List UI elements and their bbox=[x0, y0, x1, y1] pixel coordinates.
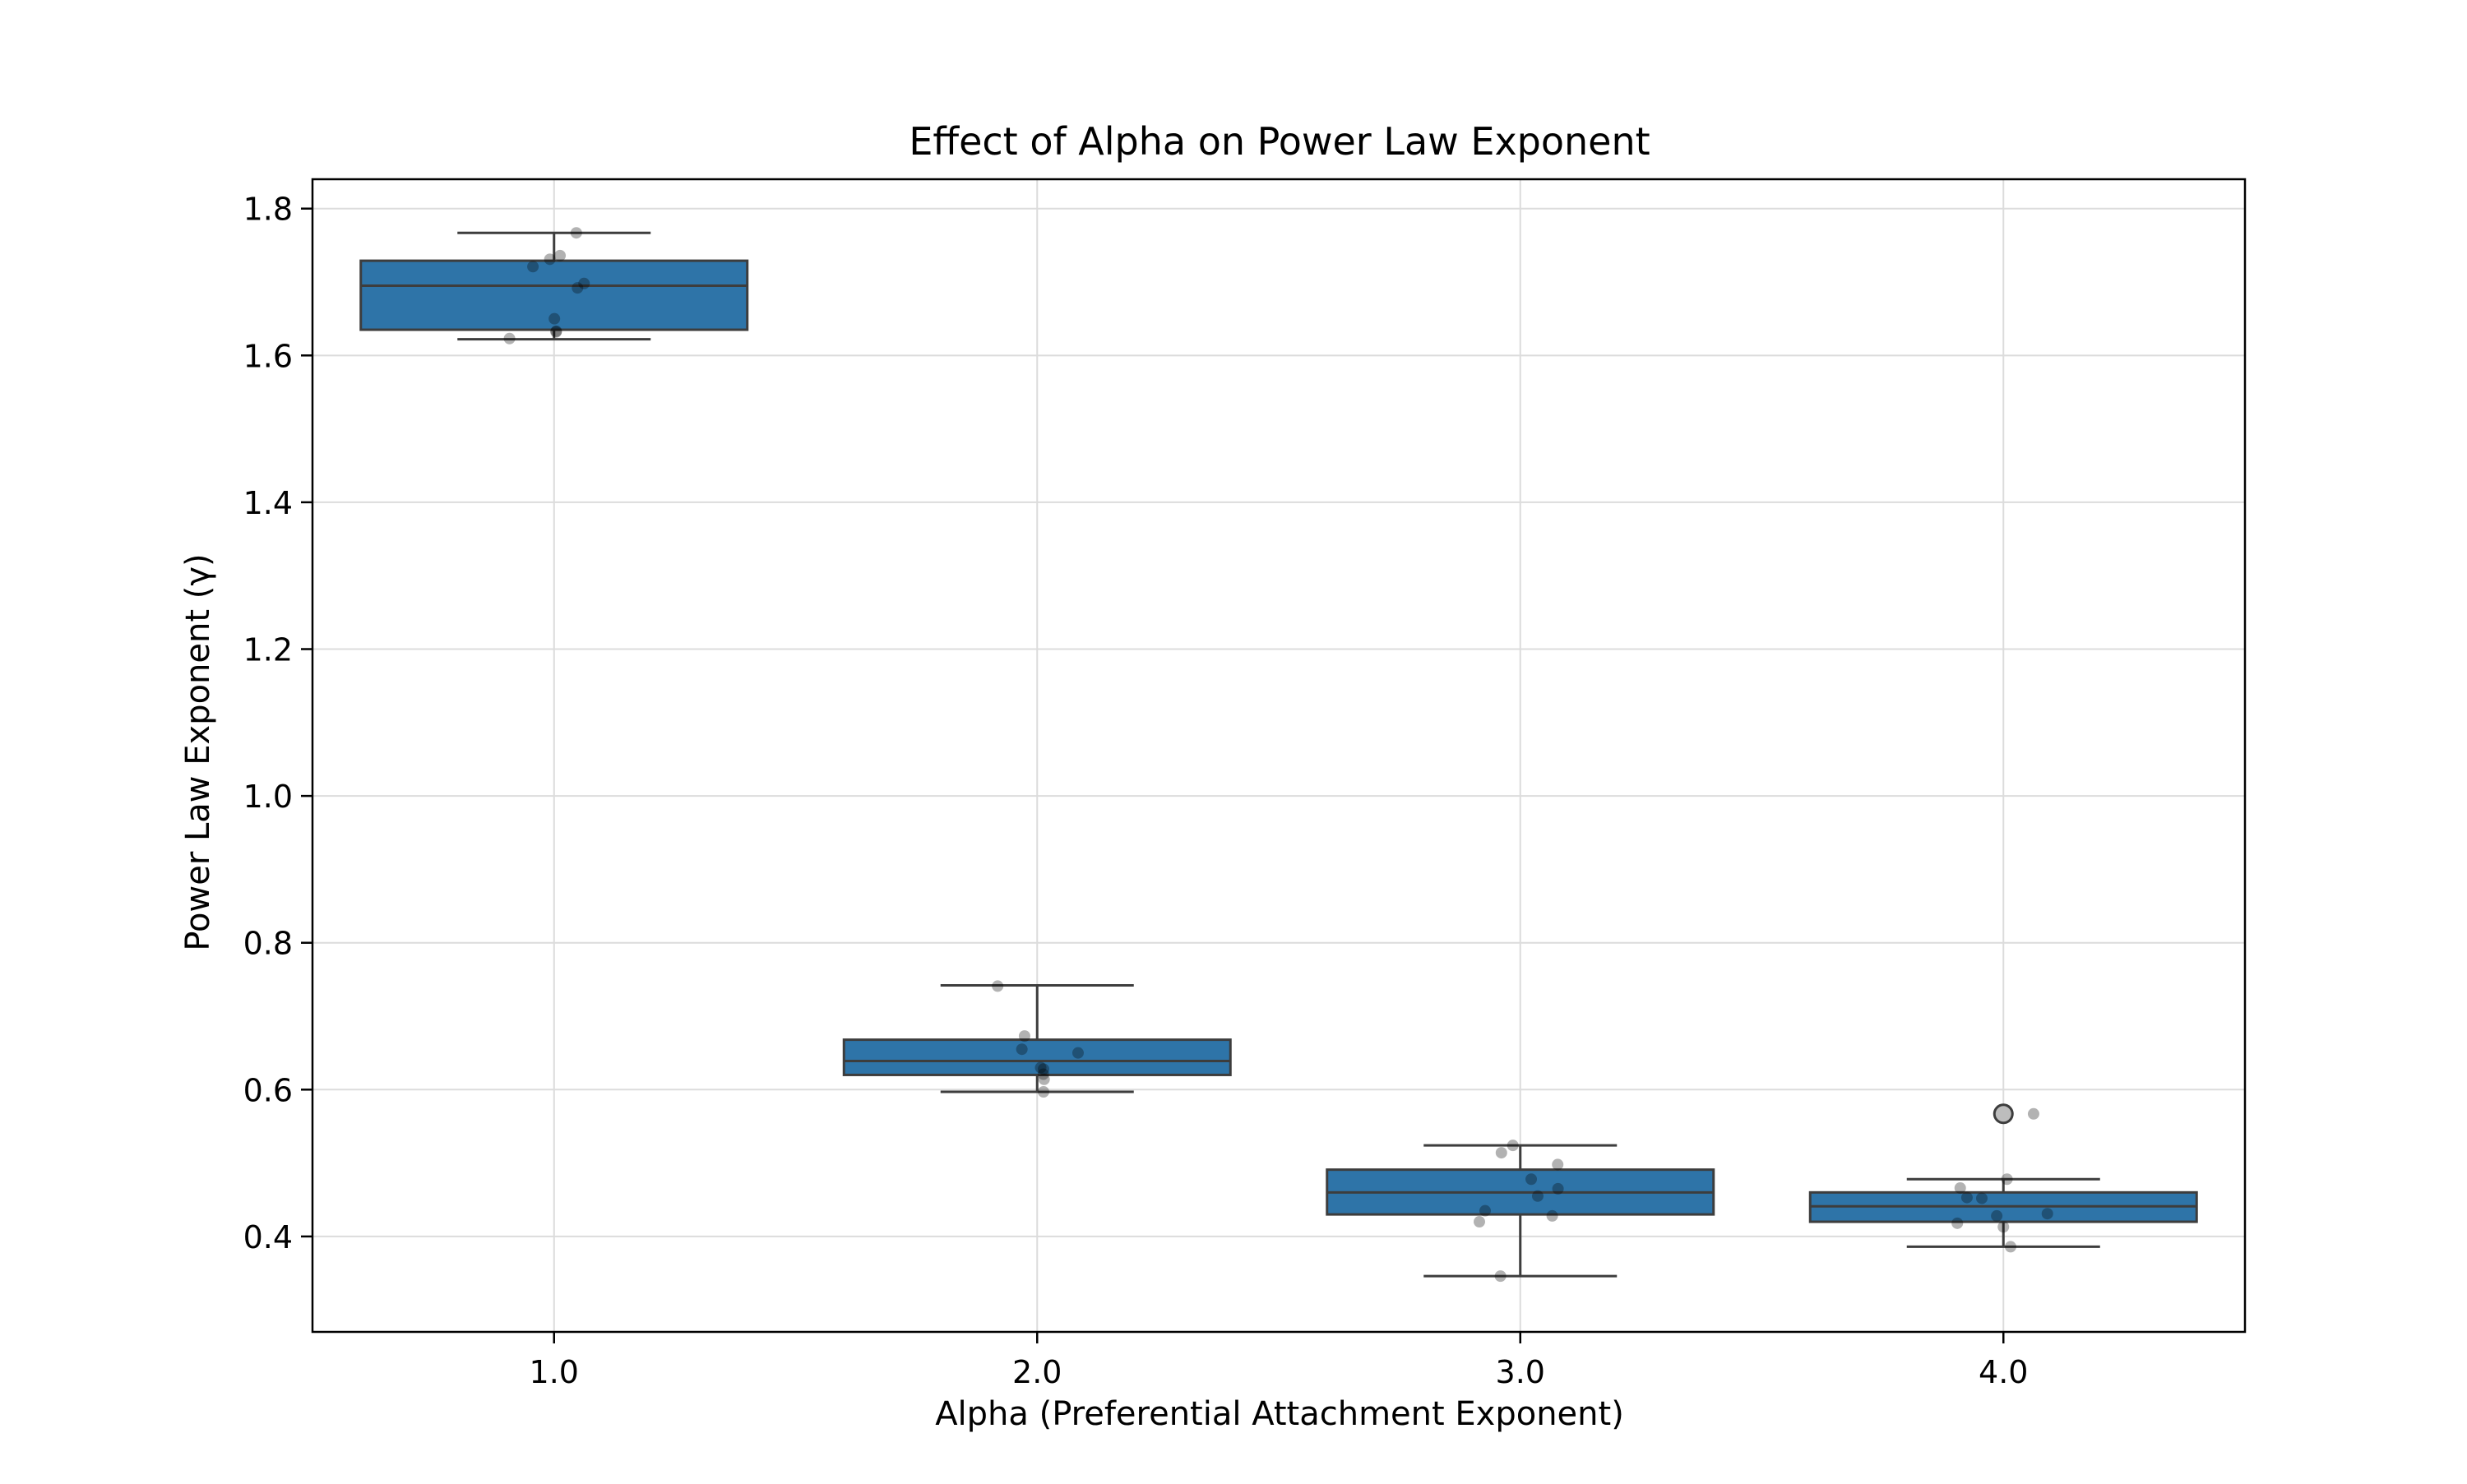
box-iqr bbox=[842, 1038, 1232, 1076]
y-axis-label: Power Law Exponent (γ) bbox=[179, 553, 217, 950]
data-point bbox=[548, 312, 561, 325]
boxes bbox=[359, 231, 2198, 1278]
data-point bbox=[2001, 1173, 2013, 1186]
x-tick-label: 1.0 bbox=[530, 1354, 579, 1390]
plot-frame bbox=[311, 178, 2247, 1334]
box-group bbox=[359, 231, 749, 341]
data-point bbox=[1473, 1216, 1485, 1228]
data-point bbox=[1038, 1063, 1050, 1075]
data-point bbox=[1034, 1061, 1047, 1074]
data-point bbox=[1954, 1181, 1966, 1194]
data-point bbox=[1552, 1158, 1564, 1171]
data-point bbox=[1494, 1270, 1507, 1283]
data-point bbox=[578, 277, 590, 289]
data-point bbox=[1991, 1209, 2003, 1222]
data-point bbox=[1546, 1209, 1558, 1222]
box-group bbox=[1808, 1103, 2198, 1248]
x-tick-label: 4.0 bbox=[1979, 1354, 2028, 1390]
data-point bbox=[992, 980, 1004, 992]
data-point bbox=[2027, 1107, 2039, 1120]
y-tick-label: 0.8 bbox=[243, 926, 293, 962]
plot-background bbox=[312, 179, 2245, 1332]
data-point bbox=[1018, 1030, 1030, 1042]
data-point bbox=[1960, 1191, 1973, 1204]
data-point bbox=[572, 282, 584, 294]
y-tick-label: 1.2 bbox=[243, 632, 293, 668]
y-tick-label: 1.8 bbox=[243, 192, 293, 228]
y-tick-label: 1.4 bbox=[243, 485, 293, 521]
data-point bbox=[1507, 1140, 1519, 1152]
data-point bbox=[1016, 1043, 1028, 1056]
data-point bbox=[570, 227, 582, 239]
box-group bbox=[1326, 1144, 1715, 1278]
data-point bbox=[1037, 1068, 1049, 1080]
data-point bbox=[1495, 1147, 1507, 1159]
box-iqr bbox=[359, 259, 749, 331]
data-point bbox=[1072, 1047, 1084, 1059]
data-point bbox=[1531, 1190, 1544, 1202]
y-tick-label: 1.0 bbox=[243, 779, 293, 815]
data-point bbox=[503, 332, 516, 344]
data-point bbox=[1525, 1173, 1538, 1186]
y-tick-label: 0.4 bbox=[243, 1219, 293, 1255]
data-point bbox=[527, 261, 539, 273]
data-point bbox=[550, 325, 562, 337]
data-point bbox=[2004, 1241, 2016, 1253]
data-points bbox=[503, 227, 2053, 1283]
grid bbox=[312, 179, 2245, 1332]
data-point bbox=[550, 326, 562, 338]
x-tick-label: 2.0 bbox=[1012, 1354, 1062, 1390]
data-point bbox=[1997, 1221, 2010, 1233]
data-point bbox=[554, 249, 567, 261]
y-tick-label: 0.6 bbox=[243, 1072, 293, 1108]
data-point bbox=[1479, 1204, 1491, 1217]
data-point bbox=[544, 253, 556, 266]
x-axis-label: Alpha (Preferential Attachment Exponent) bbox=[935, 1395, 1624, 1433]
data-point bbox=[2041, 1208, 2053, 1220]
data-point bbox=[1951, 1217, 1964, 1229]
chart-title: Effect of Alpha on Power Law Exponent bbox=[909, 119, 1650, 164]
outlier-marker bbox=[1993, 1103, 2014, 1125]
y-tick-label: 1.6 bbox=[243, 338, 293, 374]
data-point bbox=[1038, 1073, 1050, 1085]
x-tick-label: 3.0 bbox=[1496, 1354, 1545, 1390]
data-point bbox=[1037, 1085, 1049, 1098]
box-group bbox=[842, 984, 1232, 1093]
data-point bbox=[1552, 1182, 1564, 1195]
data-point bbox=[1975, 1192, 1988, 1204]
axes: 0.4 0.6 0.8 1.0 1.2 1.4 1.6 1.8 1.0 2.0 3.0 4.0 bbox=[243, 192, 2029, 1390]
